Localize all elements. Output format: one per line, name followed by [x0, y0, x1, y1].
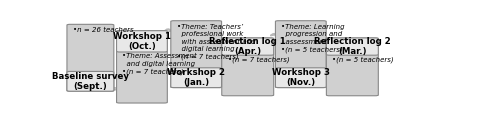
- FancyBboxPatch shape: [222, 38, 274, 55]
- Text: •(n = 5 teachers): •(n = 5 teachers): [332, 56, 394, 63]
- FancyBboxPatch shape: [67, 71, 114, 91]
- Text: Workshop 1
(Oct.): Workshop 1 (Oct.): [113, 32, 171, 51]
- Text: Baseline survey
(Sept.): Baseline survey (Sept.): [52, 72, 129, 91]
- Text: •(n = 7 teachers): •(n = 7 teachers): [228, 56, 289, 63]
- Text: Reflection log 1
(Apr.): Reflection log 1 (Apr.): [210, 37, 286, 56]
- Text: •Theme: Learning
  progression and
  assessment
•(n = 5 teachers): •Theme: Learning progression and assessm…: [281, 24, 345, 53]
- FancyBboxPatch shape: [222, 38, 274, 96]
- FancyBboxPatch shape: [326, 38, 378, 55]
- Text: Workshop 3
(Nov.): Workshop 3 (Nov.): [272, 68, 330, 87]
- Text: •Theme: Assessment
  and digital learning
•(n = 7 teachers): •Theme: Assessment and digital learning …: [122, 53, 197, 75]
- FancyBboxPatch shape: [171, 21, 222, 88]
- FancyBboxPatch shape: [276, 21, 326, 88]
- FancyBboxPatch shape: [116, 31, 168, 103]
- FancyBboxPatch shape: [67, 24, 114, 91]
- FancyBboxPatch shape: [276, 68, 326, 88]
- Text: •Theme: Teachers’
  professional work
  with assessment and
  digital learning
•: •Theme: Teachers’ professional work with…: [176, 24, 255, 61]
- Text: Reflection log 2
(Mar.): Reflection log 2 (Mar.): [314, 37, 390, 56]
- Text: Workshop 2
(Jan.): Workshop 2 (Jan.): [167, 68, 225, 87]
- FancyBboxPatch shape: [326, 38, 378, 96]
- FancyBboxPatch shape: [116, 31, 168, 52]
- FancyBboxPatch shape: [171, 68, 222, 88]
- Text: •n = 26 teachers: •n = 26 teachers: [73, 27, 134, 33]
